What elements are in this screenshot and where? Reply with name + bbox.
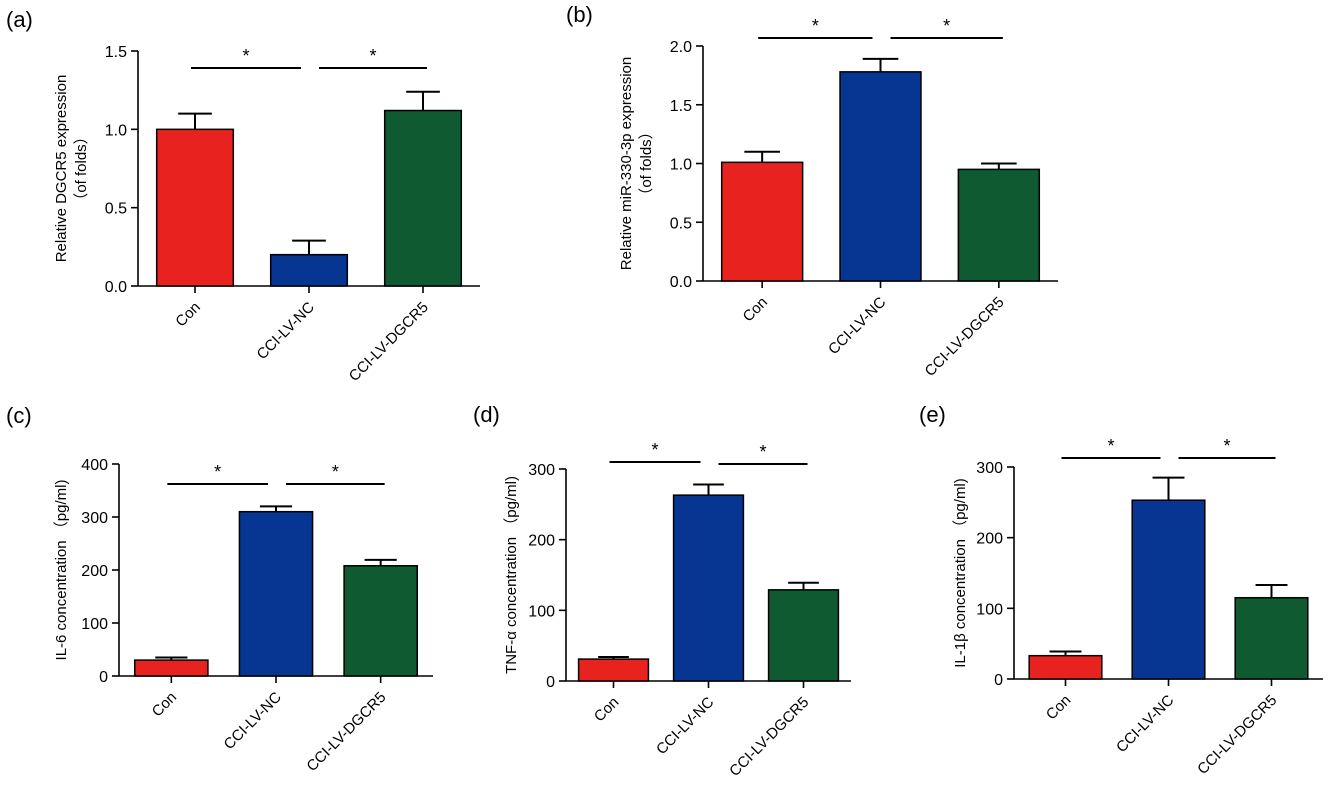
bar-dgcr5 — [957, 168, 1041, 282]
category-label: Con — [1043, 692, 1074, 723]
category-label: Con — [149, 689, 180, 720]
significance-star: * — [242, 46, 249, 66]
significance-star: * — [1107, 436, 1114, 456]
y-tick-label: 1.0 — [670, 157, 692, 174]
chart-panel-b: (b) 0.0 0.5 1.0 1.5 2.0 Con CCI-LV-NC CCI-LV-DGC… — [566, 2, 1058, 380]
category-label: CCI-LV-DGCR5 — [1194, 692, 1280, 778]
y-tick-label: 0.0 — [105, 279, 127, 296]
y-axis-label: IL-6 concentration （pg/ml) — [53, 480, 70, 661]
significance-star: * — [214, 462, 221, 482]
y-tick-label: 300 — [976, 460, 1003, 477]
panel-letter: (e) — [919, 402, 946, 427]
bar-dgcr5 — [383, 109, 463, 287]
panel-letter: (b) — [566, 2, 593, 27]
category-label: Con — [740, 294, 771, 325]
y-axis-label: Relative miR-330-3p expression — [618, 57, 635, 270]
bar-nc — [238, 510, 314, 677]
bar-dgcr5 — [343, 565, 418, 677]
y-tick-label: 2.0 — [670, 39, 692, 56]
y-tick-label: 100 — [976, 601, 1003, 618]
bar-con — [1028, 654, 1103, 680]
y-tick-label: 0 — [994, 672, 1003, 689]
panel-letter: (a) — [6, 7, 33, 32]
y-tick-label: 100 — [81, 616, 108, 633]
y-tick-label: 300 — [81, 510, 108, 527]
significance-star: * — [332, 462, 339, 482]
significance-star: * — [651, 440, 658, 460]
category-label: CCI-LV-NC — [1113, 692, 1177, 756]
category-label: CCI-LV-DGCR5 — [303, 689, 389, 775]
bar-nc — [269, 253, 349, 287]
bar-con — [155, 128, 235, 287]
category-label: CCI-LV-DGCR5 — [346, 299, 432, 385]
chart-panel-c: (c) 0 100 200 300 400 Con CCI-LV-NC CCI-LV-DGCR5… — [6, 403, 433, 775]
significance-star: * — [369, 46, 376, 66]
bar-dgcr5 — [1234, 596, 1309, 680]
significance-star: * — [1223, 436, 1230, 456]
y-axis-label: IL-1β concentration （pg/ml) — [952, 478, 969, 668]
category-label: CCI-LV-DGCR5 — [922, 294, 1008, 380]
bar-nc — [1131, 499, 1206, 680]
y-tick-label: 0.5 — [105, 201, 127, 218]
significance-star: * — [943, 16, 950, 36]
bar-con — [577, 658, 650, 682]
y-tick-label: 0.5 — [670, 215, 692, 232]
panel-letter: (c) — [6, 403, 32, 428]
y-tick-label: 200 — [528, 533, 555, 550]
y-axis-label-unit: （of folds） — [73, 129, 90, 207]
category-label: CCI-LV-NC — [254, 299, 318, 363]
category-label: CCI-LV-NC — [221, 689, 285, 753]
significance-star: * — [759, 442, 766, 462]
panel-letter: (d) — [473, 402, 500, 427]
bar-nc — [672, 494, 745, 682]
y-tick-label: 200 — [81, 563, 108, 580]
chart-panel-a: (a) 0.0 0.5 1.0 1.5 Con CCI-LV-NC CCI-LV-DGCR5 *… — [6, 7, 480, 385]
bar-con — [720, 161, 804, 282]
category-label: Con — [172, 299, 203, 330]
y-tick-label: 200 — [976, 531, 1003, 548]
category-label: Con — [591, 694, 622, 725]
y-axis-label-unit: （of folds） — [638, 124, 655, 202]
y-axis-label: Relative DGCR5 expression — [53, 75, 70, 263]
bar-dgcr5 — [767, 589, 840, 682]
y-tick-label: 1.5 — [105, 44, 127, 61]
category-label: CCI-LV-DGCR5 — [726, 694, 812, 780]
y-tick-label: 1.0 — [105, 122, 127, 139]
bar-nc — [839, 71, 922, 282]
chart-panel-d: (d) 0 100 200 300 Con CCI-LV-NC CCI-LV-DGCR5 * * T… — [473, 402, 851, 780]
category-label: CCI-LV-NC — [825, 294, 889, 358]
y-tick-label: 0 — [99, 669, 108, 686]
significance-star: * — [812, 16, 819, 36]
chart-panel-e: (e) 0 100 200 300 Con CCI-LV-NC CCI-LV-DGCR5 * * I… — [919, 402, 1323, 778]
y-tick-label: 1.5 — [670, 98, 692, 115]
category-label: CCI-LV-NC — [653, 694, 717, 758]
y-tick-label: 300 — [528, 462, 555, 479]
y-tick-label: 100 — [528, 603, 555, 620]
y-axis-label: TNF-α concentration （pg/ml) — [503, 476, 520, 674]
bar-con — [134, 659, 209, 677]
y-tick-label: 0 — [546, 674, 555, 691]
y-tick-label: 0.0 — [670, 274, 692, 291]
y-tick-label: 400 — [81, 457, 108, 474]
